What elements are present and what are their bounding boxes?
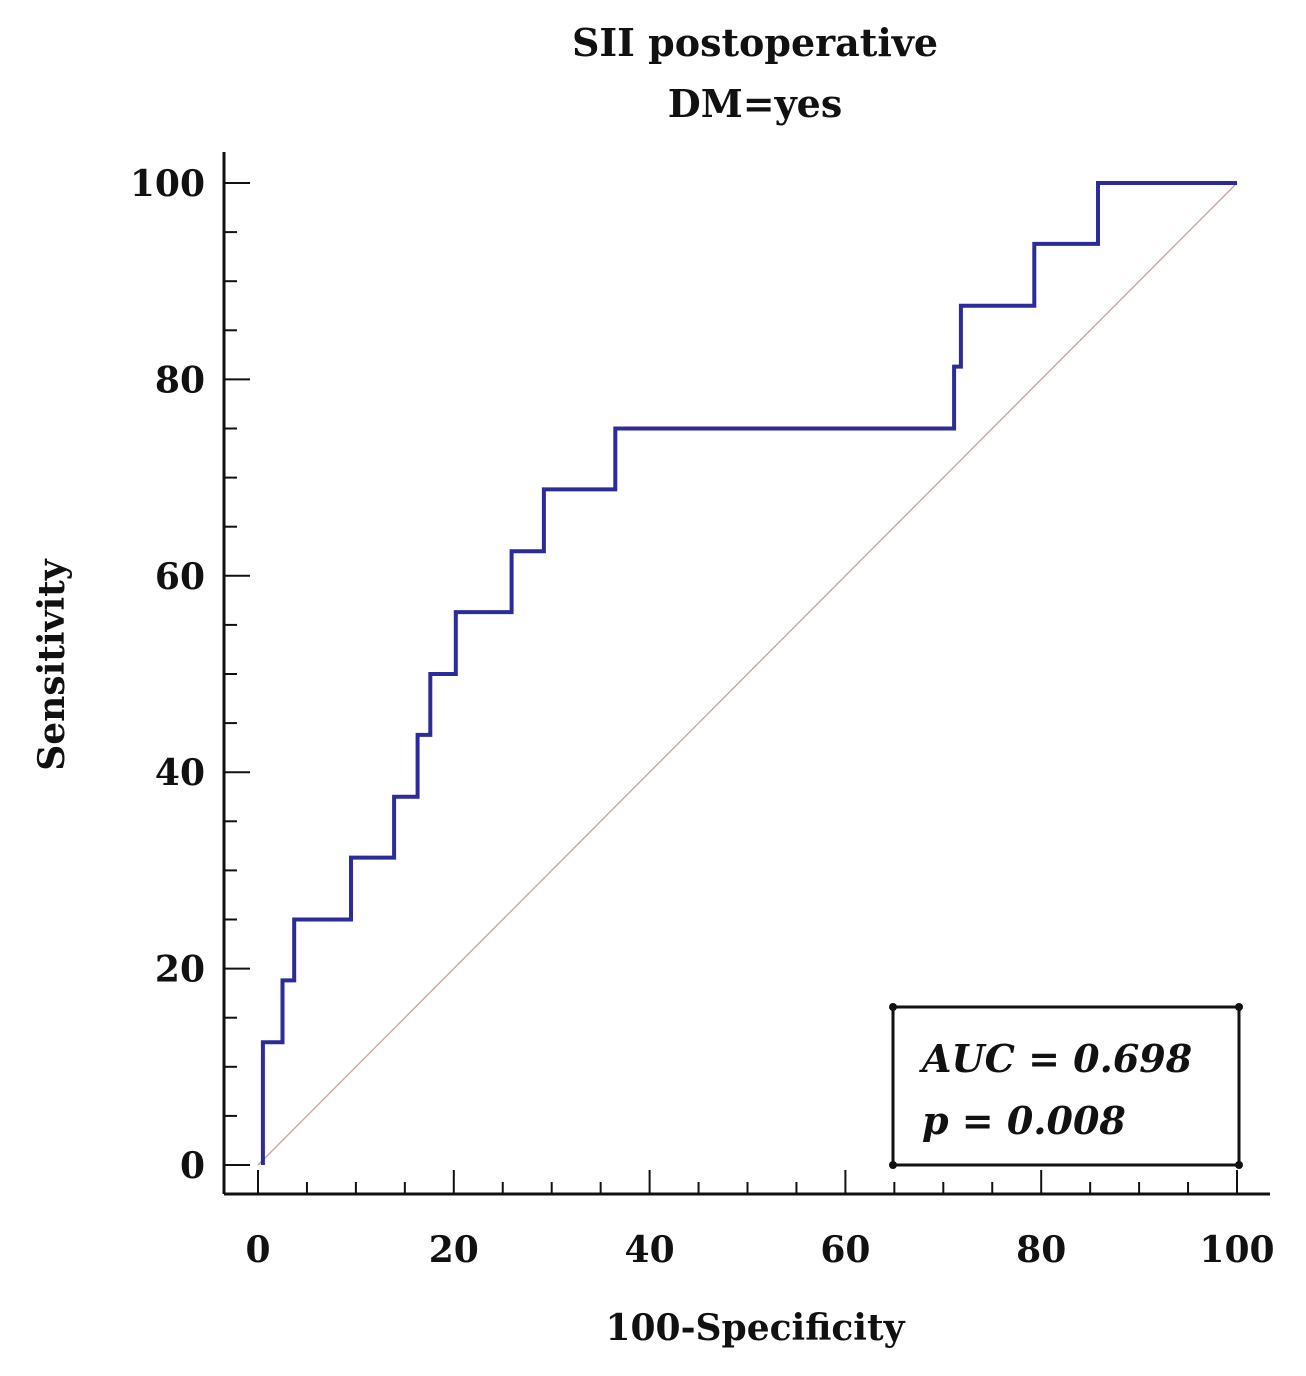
y-tick-label: 60 (155, 556, 205, 598)
chart-title: SII postoperative (572, 20, 938, 65)
y-tick-label: 20 (155, 949, 205, 991)
annotation-corner-dot (889, 1003, 897, 1011)
chart-subtitle: DM=yes (668, 81, 843, 126)
x-tick-label: 60 (820, 1229, 870, 1271)
x-tick-label: 100 (1199, 1229, 1274, 1271)
x-tick-label: 20 (429, 1229, 479, 1271)
x-axis-label: 100-Specificity (605, 1307, 905, 1349)
annotation-frame (891, 1005, 1241, 1167)
annotation-corner-dot (1235, 1161, 1243, 1169)
y-axis-label: Sensitivity (31, 558, 73, 771)
y-tick-label: 100 (130, 163, 205, 205)
axis-ticks: 0 20 40 60 80 100 0 20 40 60 80 100 (130, 163, 1275, 1271)
y-tick-label: 40 (155, 752, 205, 794)
auc-text: AUC = 0.698 (919, 1036, 1192, 1081)
annotation-corner-dot (1235, 1003, 1243, 1011)
auc-annotation-box: AUC = 0.698 p = 0.008 (889, 1003, 1243, 1169)
x-tick-label: 80 (1016, 1229, 1066, 1271)
plot-series (257, 181, 1238, 1166)
x-tick-label: 0 (245, 1229, 270, 1271)
annotation-corner-dot (889, 1161, 897, 1169)
reference-diagonal-line (257, 182, 1238, 1166)
y-tick-label: 80 (155, 359, 205, 401)
p-value-text: p = 0.008 (922, 1098, 1126, 1143)
y-tick-label: 0 (180, 1145, 205, 1187)
roc-curve-line (260, 181, 1237, 1165)
x-tick-label: 40 (625, 1229, 675, 1271)
